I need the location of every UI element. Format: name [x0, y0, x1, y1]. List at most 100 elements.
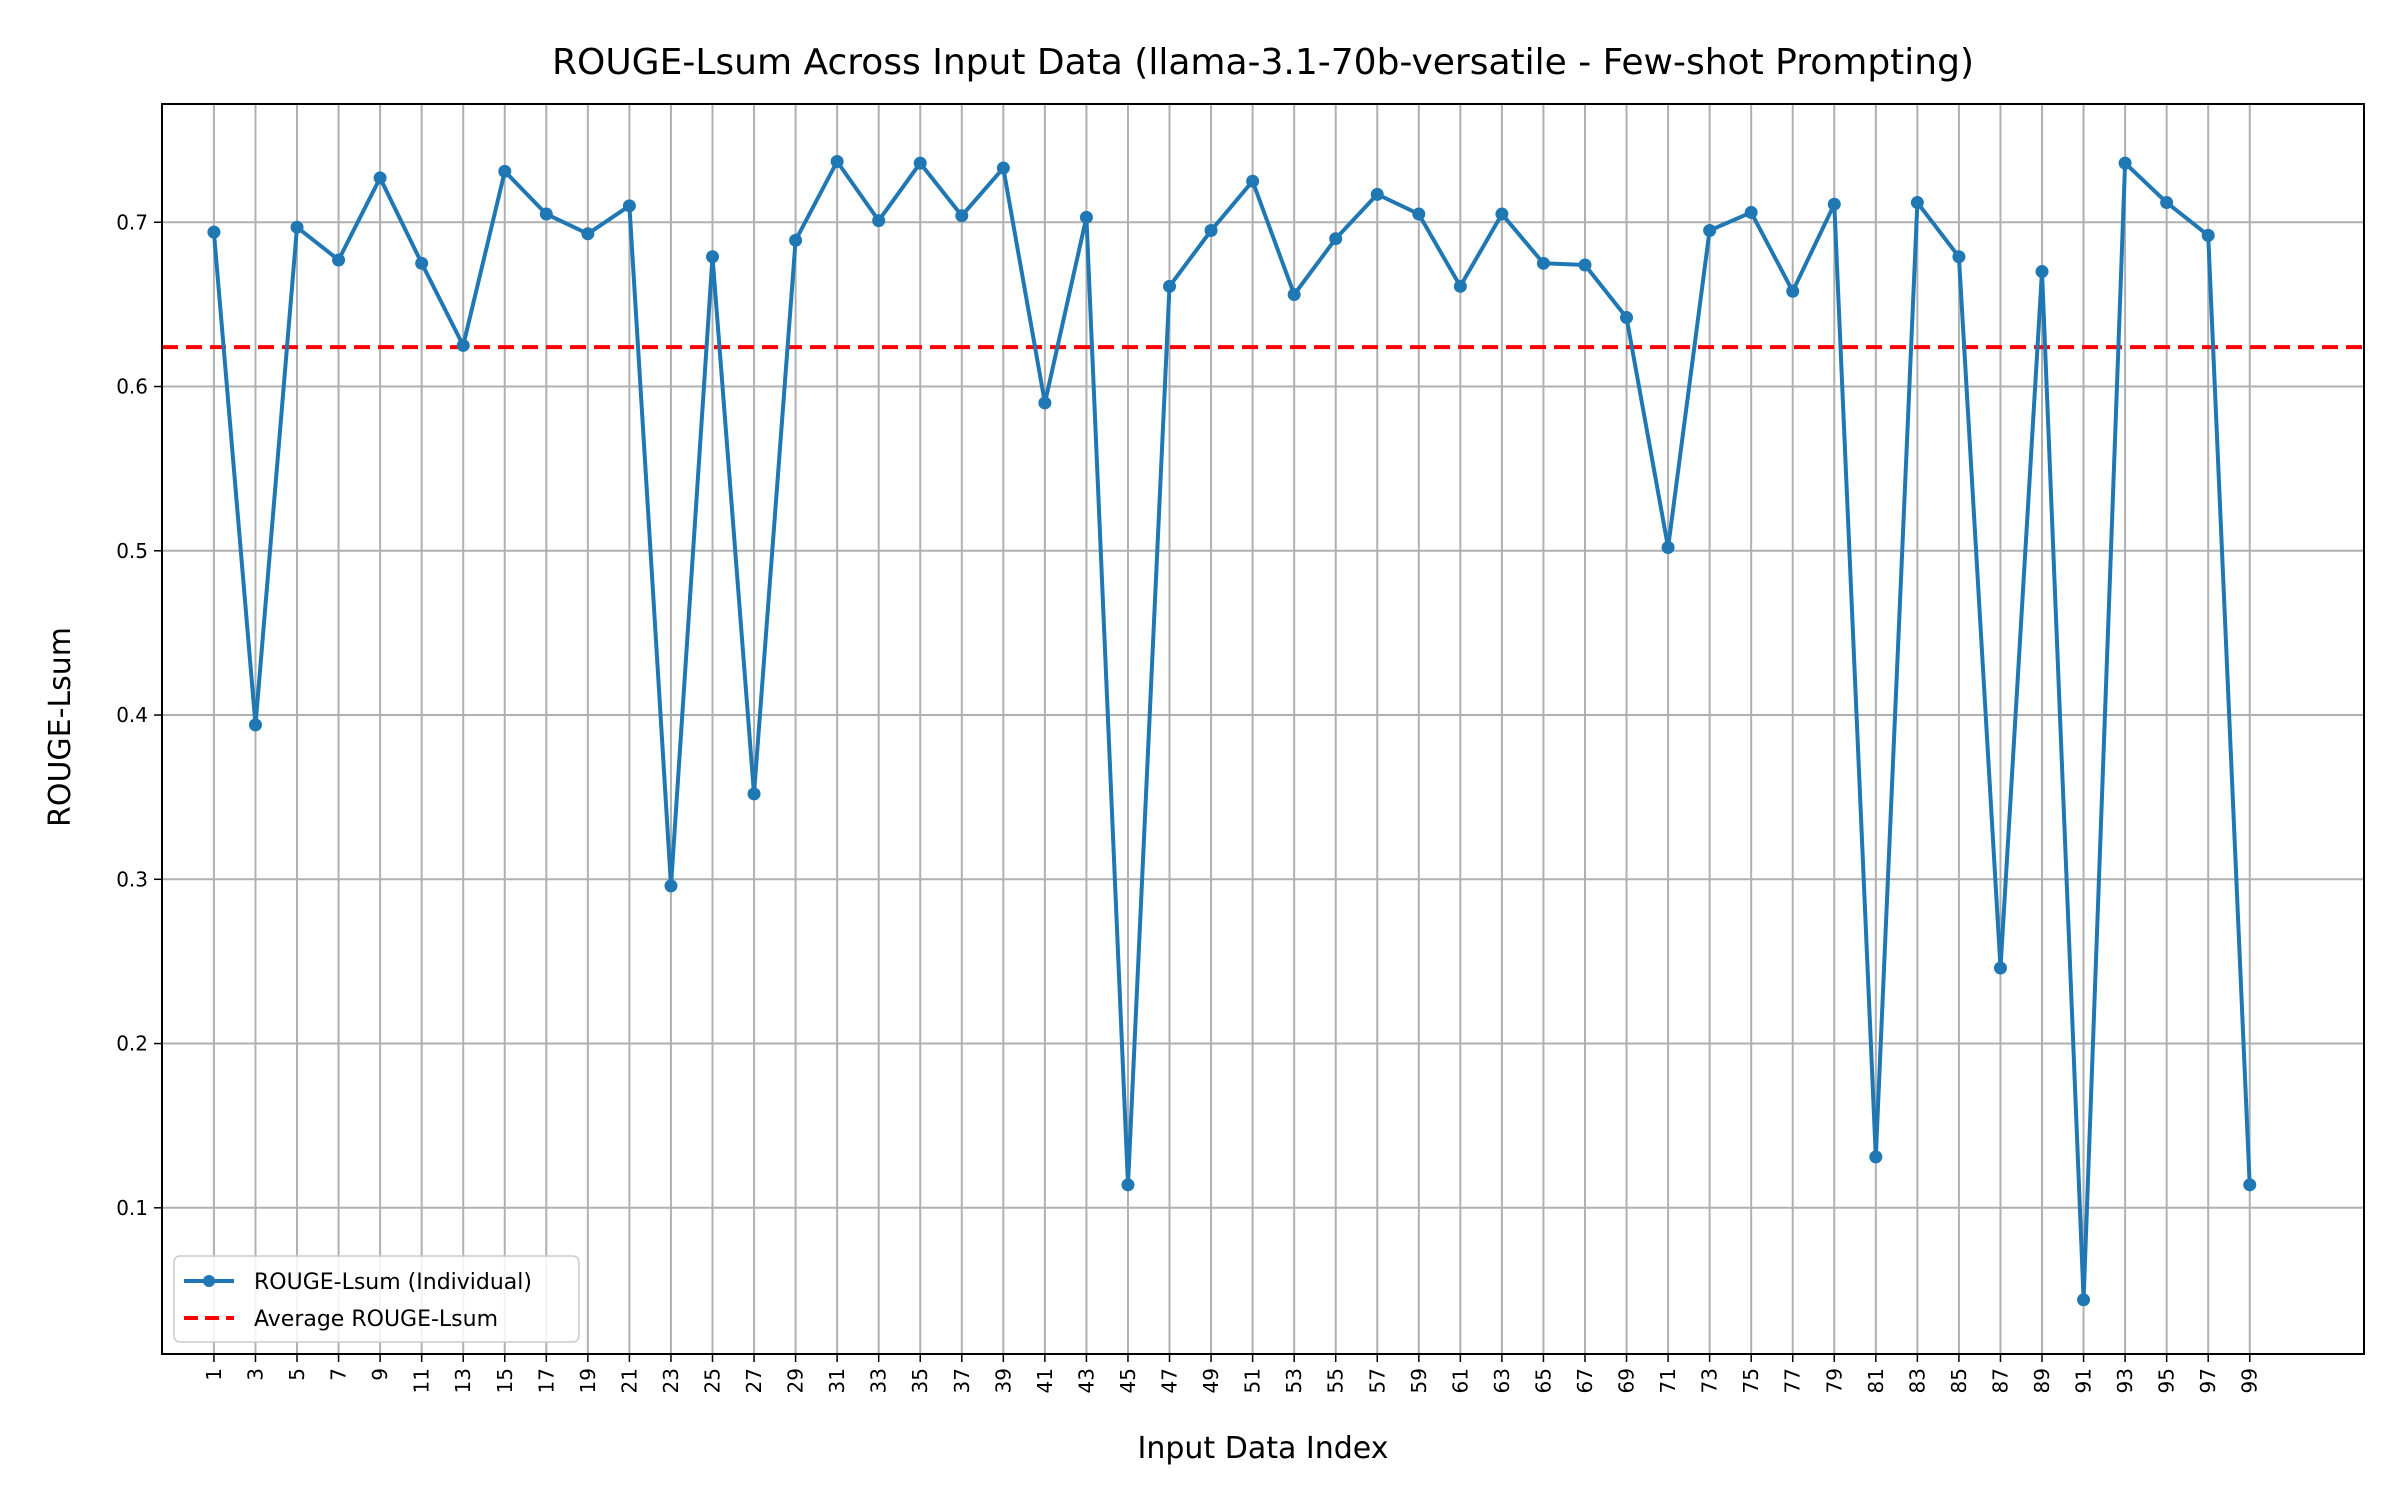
data-point: [2201, 228, 2215, 242]
data-point: [415, 256, 429, 270]
legend-label-individual: ROUGE-Lsum (Individual): [254, 1270, 532, 1295]
plot-frame: [161, 103, 2365, 1355]
x-tick-label: 35: [908, 1368, 932, 1393]
data-point: [1163, 279, 1177, 293]
legend: ROUGE-Lsum (Individual) Average ROUGE-Ls…: [173, 1255, 580, 1343]
data-point: [581, 227, 595, 241]
x-tick-label: 11: [410, 1368, 434, 1393]
data-point: [332, 253, 346, 267]
x-tick-label: 37: [950, 1368, 974, 1393]
y-tick-label: 0.3: [116, 867, 148, 891]
x-tick-label: 15: [493, 1368, 517, 1393]
x-tick-label: 43: [1074, 1368, 1098, 1393]
data-point: [2077, 1293, 2091, 1307]
data-point: [1703, 223, 1717, 237]
x-tick-label: 41: [1033, 1368, 1057, 1393]
x-tick-label: 59: [1407, 1368, 1431, 1393]
x-tick-label: 65: [1531, 1368, 1555, 1393]
y-axis-ticks: 0.1 0.2 0.3 0.4 0.5 0.6 0.7: [116, 210, 162, 1220]
y-tick-label: 0.5: [116, 539, 148, 563]
data-point: [456, 338, 470, 352]
legend-marker-individual: [203, 1275, 215, 1287]
data-point: [2118, 156, 2132, 170]
x-tick-label: 13: [451, 1368, 475, 1393]
x-tick-label: 27: [742, 1368, 766, 1393]
data-point: [1038, 396, 1052, 410]
x-tick-label: 19: [576, 1368, 600, 1393]
data-point: [955, 209, 969, 223]
data-point: [2035, 265, 2049, 279]
data-point: [1786, 284, 1800, 298]
x-tick-label: 3: [243, 1368, 267, 1381]
data-point: [1287, 288, 1301, 302]
x-tick-label: 61: [1448, 1368, 1472, 1393]
data-point: [1079, 210, 1093, 224]
data-point: [207, 225, 221, 239]
x-axis-ticks: 1 3 5 7 9 11 13 15 17 19 21 23 25 27 29 31 33 35 37 39 41 43 4…: [202, 1354, 2262, 1393]
legend-box: [173, 1255, 580, 1343]
x-tick-label: 25: [701, 1368, 725, 1393]
x-tick-label: 5: [285, 1368, 309, 1381]
x-tick-label: 91: [2072, 1368, 2096, 1393]
x-tick-label: 17: [534, 1368, 558, 1393]
x-tick-label: 47: [1158, 1368, 1182, 1393]
x-tick-label: 1: [202, 1368, 226, 1381]
x-tick-label: 63: [1490, 1368, 1514, 1393]
x-tick-label: 53: [1282, 1368, 1306, 1393]
series-layer: [207, 154, 2257, 1307]
data-point: [913, 156, 927, 170]
data-point: [2243, 1178, 2257, 1192]
data-point: [2160, 196, 2174, 210]
data-point: [1412, 207, 1426, 221]
x-tick-label: 87: [1988, 1368, 2012, 1393]
chart-title: ROUGE-Lsum Across Input Data (llama-3.1-…: [552, 42, 1974, 83]
grid: [162, 104, 2364, 1354]
x-tick-label: 23: [659, 1368, 683, 1393]
x-tick-label: 39: [991, 1368, 1015, 1393]
x-tick-label: 83: [1905, 1368, 1929, 1393]
data-point: [1536, 256, 1550, 270]
x-tick-label: 21: [617, 1368, 641, 1393]
x-tick-label: 93: [2113, 1368, 2137, 1393]
y-tick-label: 0.1: [116, 1196, 148, 1220]
data-point: [1827, 197, 1841, 211]
x-tick-label: 89: [2030, 1368, 2054, 1393]
data-point: [1620, 311, 1634, 325]
data-point: [830, 154, 844, 168]
data-point: [1453, 279, 1467, 293]
data-point: [539, 207, 553, 221]
series-line-individual: [211, 159, 2252, 1302]
x-tick-label: 77: [1781, 1368, 1805, 1393]
x-tick-label: 79: [1822, 1368, 1846, 1393]
x-tick-label: 49: [1199, 1368, 1223, 1393]
data-point: [1744, 205, 1758, 219]
data-point: [248, 718, 262, 732]
data-point: [747, 787, 761, 801]
data-point: [789, 233, 803, 247]
x-tick-label: 67: [1573, 1368, 1597, 1393]
data-point: [1952, 250, 1966, 264]
data-point: [622, 199, 636, 213]
x-tick-label: 75: [1739, 1368, 1763, 1393]
y-tick-label: 0.2: [116, 1032, 148, 1056]
x-tick-label: 31: [825, 1368, 849, 1393]
data-point: [1661, 540, 1675, 554]
data-point: [1370, 187, 1384, 201]
y-tick-label: 0.4: [116, 703, 148, 727]
data-point: [1993, 961, 2007, 975]
x-tick-label: 81: [1864, 1368, 1888, 1393]
data-point: [1204, 223, 1218, 237]
data-point: [373, 171, 387, 185]
data-point: [664, 879, 678, 893]
y-tick-label: 0.7: [116, 210, 148, 234]
x-tick-label: 29: [784, 1368, 808, 1393]
x-tick-label: 95: [2155, 1368, 2179, 1393]
data-point: [1246, 174, 1260, 188]
y-tick-label: 0.6: [116, 375, 148, 399]
x-tick-label: 9: [368, 1368, 392, 1381]
data-point: [1329, 232, 1343, 246]
x-tick-label: 45: [1116, 1368, 1140, 1393]
data-point: [996, 161, 1010, 175]
x-tick-label: 57: [1365, 1368, 1389, 1393]
